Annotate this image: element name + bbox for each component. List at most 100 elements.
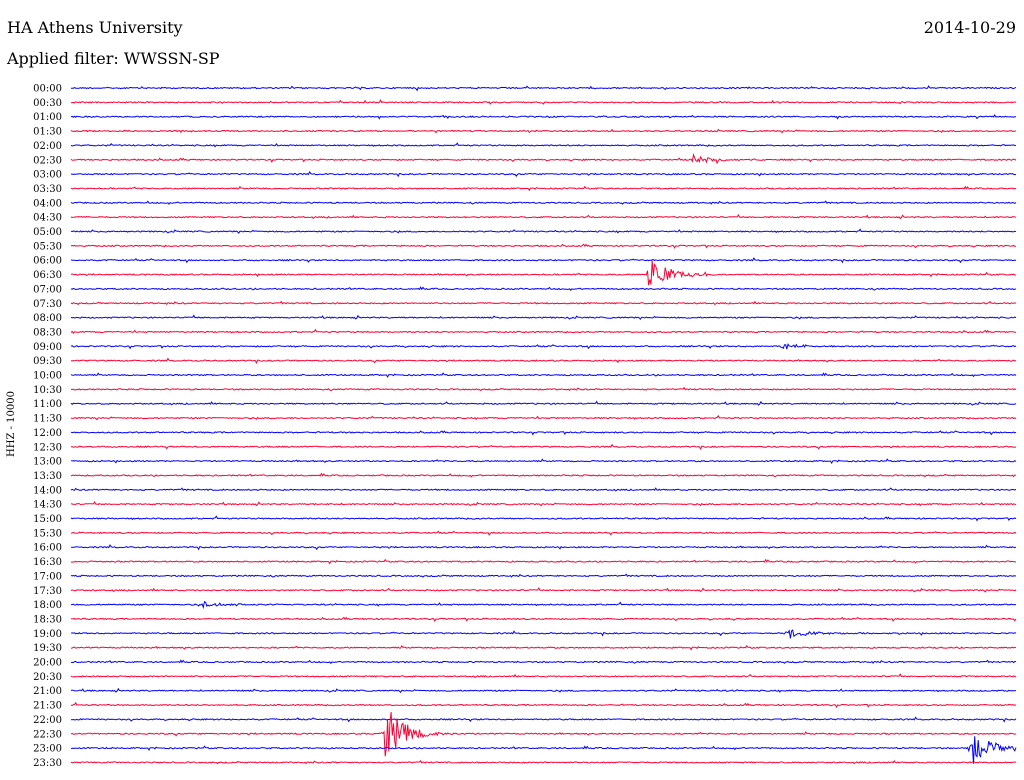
time-label: 10:30 [33,385,62,396]
time-label: 19:00 [33,629,62,640]
trace-line [70,260,1017,286]
trace-line [70,458,1017,464]
time-label: 22:30 [33,729,62,740]
trace-line [70,372,1017,378]
time-label: 21:30 [33,701,62,712]
time-label: 15:00 [33,514,62,525]
trace-line [71,558,1017,565]
time-label: 18:00 [33,600,62,611]
trace-line [71,85,1017,92]
time-label: 10:00 [33,371,62,382]
trace-line [70,430,1017,436]
trace-line [70,587,1017,593]
time-label: 23:30 [33,758,62,769]
trace-line [70,142,1017,148]
time-label: 15:30 [33,528,62,539]
time-label: 08:30 [33,327,62,338]
time-label: 03:30 [33,184,62,195]
trace-line [70,515,1017,522]
trace-line [70,443,1017,451]
trace-line [70,386,1017,392]
trace-line [71,687,1017,694]
time-label: 04:30 [33,213,62,224]
time-labels: 00:00 00:30 01:00 01:30 02:00 02:30 03:00 03:30… [33,84,62,769]
trace-line [70,544,1017,551]
trace-line [70,185,1017,192]
time-label: 20:30 [33,672,62,683]
trace-line [70,400,1017,406]
time-label: 02:00 [33,141,62,152]
trace-line [70,214,1017,220]
trace-line [70,300,1017,306]
trace-line [71,616,1017,623]
trace-line [70,701,1017,709]
time-label: 01:30 [33,127,62,138]
trace-line [70,629,1017,639]
time-label: 00:30 [33,98,62,109]
time-label: 07:00 [33,284,62,295]
trace-line [70,99,1017,105]
trace-line [70,357,1017,364]
time-label: 14:30 [33,500,62,511]
time-label: 05:00 [33,227,62,238]
trace-line [70,257,1017,264]
trace-line [70,286,1017,291]
time-label: 21:00 [33,686,62,697]
time-label: 17:30 [33,586,62,597]
time-label: 08:00 [33,313,62,324]
time-label: 03:00 [33,170,62,181]
time-label: 22:00 [33,715,62,726]
channel-label: HHZ - 10000 [6,391,17,457]
trace-line [70,472,1016,478]
trace-line [70,314,1017,321]
trace-line [70,600,1016,610]
filter-label: Applied filter: WWSSN-SP [7,49,220,68]
time-label: 13:30 [33,471,62,482]
time-label: 11:00 [33,399,62,410]
trace-line [70,644,1017,651]
trace-line [71,171,1017,178]
time-label: 17:00 [33,571,62,582]
time-label: 12:00 [33,428,62,439]
time-label: 01:00 [33,112,62,123]
time-label: 09:00 [33,342,62,353]
time-label: 23:00 [33,744,62,755]
trace-line [70,414,1017,421]
trace-line [70,152,1017,165]
time-label: 16:30 [33,557,62,568]
trace-line [70,530,1017,536]
time-label: 09:30 [33,356,62,367]
trace-line [70,736,1017,764]
time-label: 05:30 [33,241,62,252]
time-label: 04:00 [33,198,62,209]
time-label: 13:00 [33,457,62,468]
trace-line [70,243,1017,249]
trace-line [70,200,1017,205]
time-label: 16:00 [33,543,62,554]
trace-line [70,711,1017,757]
time-label: 06:30 [33,270,62,281]
time-label: 02:30 [33,155,62,166]
station-name: HA Athens University [7,18,183,37]
trace-line [70,759,1017,765]
time-label: 06:00 [33,256,62,267]
time-label: 18:30 [33,614,62,625]
time-label: 07:30 [33,299,62,310]
time-label: 14:00 [33,485,62,496]
trace-line [70,501,1017,507]
trace-line [70,343,1017,350]
trace-line [70,228,1017,234]
trace-line [70,114,1016,120]
trace-line [70,328,1017,335]
time-label: 20:00 [33,658,62,669]
time-label: 11:30 [33,414,62,425]
trace-group [70,85,1017,765]
record-date: 2014-10-29 [923,18,1016,37]
trace-line [70,659,1017,665]
time-label: 19:30 [33,643,62,654]
time-label: 00:00 [33,84,62,95]
trace-line [70,716,1017,723]
trace-line [70,573,1017,578]
trace-line [70,128,1017,134]
